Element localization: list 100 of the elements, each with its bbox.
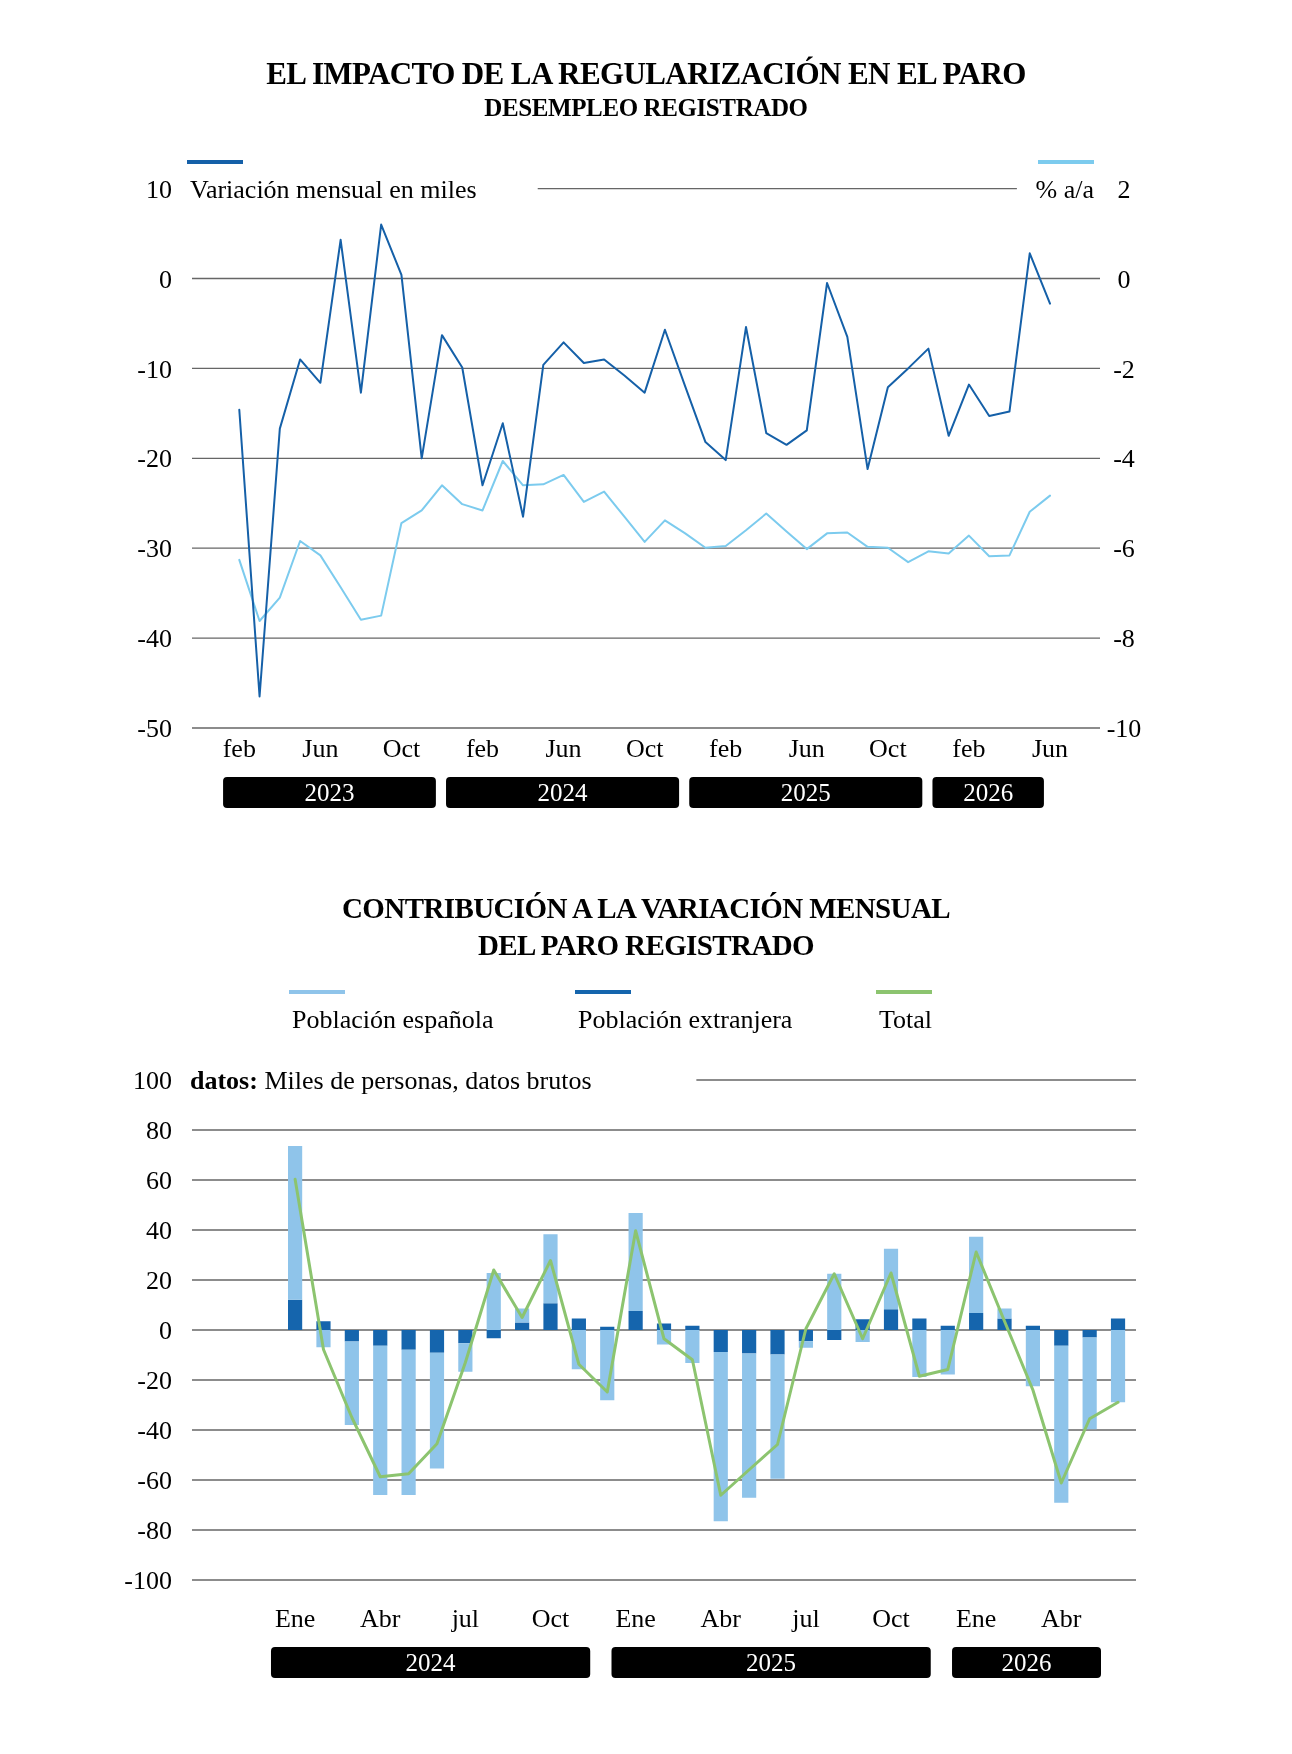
text: 2023 xyxy=(304,779,355,807)
x-tick-label: jul xyxy=(450,1604,480,1633)
y-axis-title: datos: Miles de personas, datos brutos xyxy=(190,1066,592,1096)
bar xyxy=(685,1330,700,1363)
x-tick-label: Oct xyxy=(872,1604,911,1633)
y2-tick-label: -2 xyxy=(1113,354,1135,384)
x-tick-label: Ene xyxy=(615,1604,656,1633)
chart-title: EL IMPACTO DE LA REGULARIZACIÓN EN EL PARO xyxy=(266,56,1026,91)
bar xyxy=(373,1330,388,1346)
bar xyxy=(288,1299,303,1330)
bar xyxy=(429,1352,445,1469)
bar xyxy=(742,1353,757,1498)
bar xyxy=(713,1330,728,1352)
bar xyxy=(600,1326,615,1330)
bar xyxy=(742,1330,757,1354)
text: 2024 xyxy=(405,1649,457,1677)
x-tick-label: Jun xyxy=(302,734,339,763)
legend-label: % a/a xyxy=(1035,174,1095,204)
y2-tick-label: -4 xyxy=(1113,444,1135,474)
y-tick-label: 0 xyxy=(159,1316,172,1346)
bar xyxy=(458,1330,473,1344)
bar xyxy=(1054,1345,1069,1503)
bar xyxy=(515,1322,530,1330)
bar xyxy=(940,1325,955,1330)
bar xyxy=(429,1330,445,1353)
y-tick-label: -100 xyxy=(124,1566,172,1596)
bar xyxy=(770,1354,785,1479)
y2-tick-label: -8 xyxy=(1113,624,1135,654)
y2-tick-label: 2 xyxy=(1117,174,1131,204)
x-tick-label: jul xyxy=(791,1604,820,1633)
bar xyxy=(912,1318,927,1330)
y-tick-label: -50 xyxy=(137,714,172,744)
text: 2026 xyxy=(963,779,1014,807)
x-tick-label: Jun xyxy=(788,734,825,763)
bar xyxy=(1082,1337,1097,1430)
y2-tick-label: -6 xyxy=(1113,534,1135,564)
x-tick-label: Abr xyxy=(700,1604,742,1633)
bar xyxy=(827,1330,842,1340)
x-tick-label: feb xyxy=(222,734,256,763)
text: 2025 xyxy=(780,779,831,807)
chart-title: CONTRIBUCIÓN A LA VARIACIÓN MENSUAL DEL PARO REGISTRADO xyxy=(342,892,951,961)
y-tick-label: 80 xyxy=(146,1116,172,1146)
bar xyxy=(1110,1318,1126,1330)
x-tick-label: Oct xyxy=(382,734,421,763)
text: 2024 xyxy=(537,779,589,807)
bar xyxy=(1054,1330,1069,1346)
bar xyxy=(1082,1330,1097,1338)
bar xyxy=(344,1341,359,1425)
y2-tick-label: 0 xyxy=(1117,264,1131,294)
bar xyxy=(713,1352,728,1522)
y-tick-label: 60 xyxy=(146,1166,172,1196)
bar xyxy=(288,1146,303,1300)
y-tick-label: -20 xyxy=(137,444,172,474)
y-tick-label: 100 xyxy=(133,1066,172,1096)
bar xyxy=(969,1313,984,1330)
x-tick-label: Oct xyxy=(531,1604,571,1633)
y-tick-label: -20 xyxy=(137,1366,172,1396)
bar xyxy=(373,1345,388,1495)
bar xyxy=(1025,1330,1040,1387)
x-tick-label: Abr xyxy=(1041,1604,1082,1633)
legend-label: Total xyxy=(879,1005,933,1035)
text: 2026 xyxy=(1001,1649,1052,1677)
bar xyxy=(571,1318,586,1330)
bar xyxy=(628,1311,643,1330)
line-series xyxy=(238,223,1052,698)
x-tick-label: Jun xyxy=(545,734,582,763)
y-tick-label: -40 xyxy=(137,624,172,654)
x-tick-label: Jun xyxy=(1031,734,1069,763)
bar xyxy=(401,1330,416,1350)
y-tick-label: 0 xyxy=(159,264,172,294)
y2-tick-label: -10 xyxy=(1106,714,1142,744)
x-tick-label: Abr xyxy=(360,1604,401,1633)
legend-label: Población española xyxy=(292,1005,494,1035)
legend-label: Variación mensual en miles xyxy=(190,174,477,204)
y-tick-label: -30 xyxy=(137,534,172,564)
y-tick-label: -10 xyxy=(137,354,172,384)
bar xyxy=(685,1325,700,1330)
bar xyxy=(543,1303,558,1330)
y-tick-label: -80 xyxy=(137,1516,172,1546)
x-tick-label: feb xyxy=(709,734,743,763)
x-tick-label: Ene xyxy=(955,1604,997,1633)
y-tick-label: 40 xyxy=(146,1216,172,1246)
legend-label: Población extranjera xyxy=(578,1005,793,1035)
line-series xyxy=(238,460,1052,623)
line-series xyxy=(293,1177,1120,1497)
bar xyxy=(1025,1325,1040,1330)
bar xyxy=(344,1330,359,1342)
bar xyxy=(401,1349,416,1495)
y-tick-label: 20 xyxy=(146,1266,172,1296)
bar xyxy=(1110,1330,1126,1403)
y-tick-label: 10 xyxy=(146,174,172,204)
x-tick-label: feb xyxy=(952,734,986,763)
bar xyxy=(883,1309,899,1330)
x-tick-label: Oct xyxy=(625,734,665,763)
x-tick-label: Ene xyxy=(274,1604,316,1633)
x-tick-label: Oct xyxy=(869,734,908,763)
bar xyxy=(486,1330,501,1339)
text: 2025 xyxy=(746,1649,797,1677)
bar xyxy=(770,1330,785,1355)
chart-subtitle: DESEMPLEO REGISTRADO xyxy=(484,94,808,121)
